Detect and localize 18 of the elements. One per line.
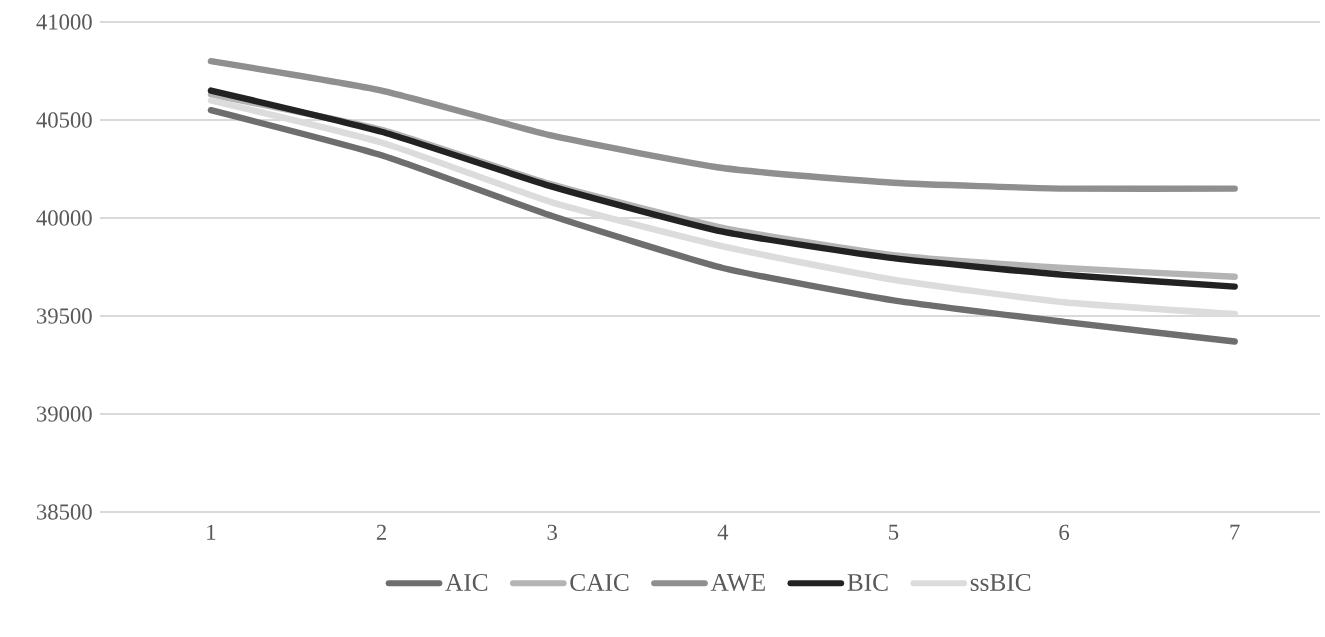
- x-tick-label: 1: [207, 524, 216, 540]
- x-tick-label: 6: [1059, 524, 1070, 540]
- y-tick-label: 40500: [36, 112, 92, 128]
- x-tick-label: 7: [1230, 524, 1240, 540]
- y-tick-label: 41000: [36, 14, 92, 30]
- legend-label: ssBIC: [970, 573, 1031, 591]
- x-tick-label: 4: [717, 524, 729, 540]
- y-tick-label: 39500: [37, 308, 92, 324]
- y-tick-label: 39000: [37, 406, 92, 422]
- legend-label: CAIC: [570, 573, 629, 591]
- legend-label: AIC: [445, 573, 488, 591]
- legend-label: BIC: [847, 573, 888, 591]
- y-tick-label: 38500: [37, 504, 92, 520]
- legend-label: AWE: [710, 573, 765, 592]
- y-tick-label: 40000: [36, 210, 92, 226]
- x-tick-label: 3: [547, 524, 557, 540]
- x-tick-label: 5: [889, 524, 899, 540]
- x-tick-label: 2: [376, 524, 386, 540]
